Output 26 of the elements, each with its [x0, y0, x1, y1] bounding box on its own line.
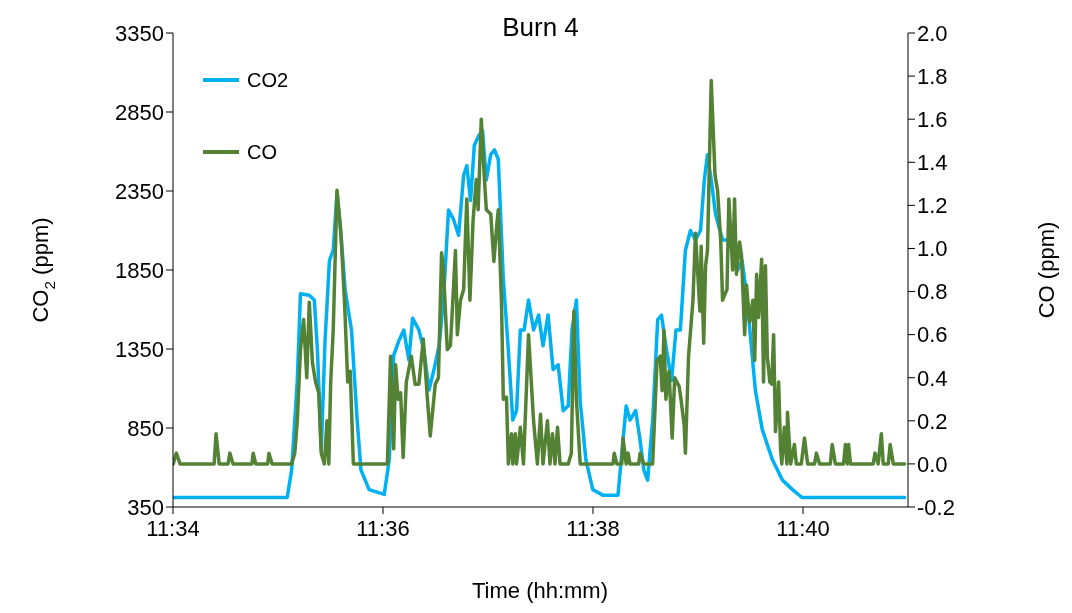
legend-label: CO: [247, 140, 277, 164]
x-tick-label: 11:40: [776, 515, 830, 541]
y2-tick-label: -0.2: [917, 494, 955, 520]
y-tick-label: 1850: [115, 257, 164, 283]
y2-tick-label: 1.4: [917, 150, 948, 176]
y-tick-label: 850: [127, 415, 164, 441]
y2-axis-title: CO (ppm): [1033, 221, 1059, 319]
y-tick-label: 2850: [115, 99, 164, 125]
chart-title: Burn 4: [501, 12, 580, 43]
x-tick-label: 11:36: [356, 515, 410, 541]
y2-tick-label: 0.6: [917, 322, 948, 348]
y2-tick-label: 1.6: [917, 106, 948, 132]
y2-tick-label: 0.4: [917, 365, 948, 391]
y-tick-label: 2350: [115, 178, 164, 204]
legend-label: CO2: [247, 68, 289, 92]
x-tick-label: 11:38: [566, 515, 620, 541]
y2-tick-label: 0.8: [917, 279, 948, 305]
y-tick-label: 3350: [115, 20, 164, 46]
y2-tick-label: 1.8: [917, 63, 948, 89]
y2-tick-label: 0.0: [917, 451, 948, 477]
y-tick-label: 1350: [115, 336, 164, 362]
x-axis-title: Time (hh:mm): [471, 578, 609, 603]
y2-tick-label: 1.2: [917, 193, 948, 219]
y2-tick-label: 1.0: [917, 236, 948, 262]
y2-tick-label: 0.2: [917, 408, 948, 434]
y2-tick-label: 2.0: [917, 20, 948, 46]
